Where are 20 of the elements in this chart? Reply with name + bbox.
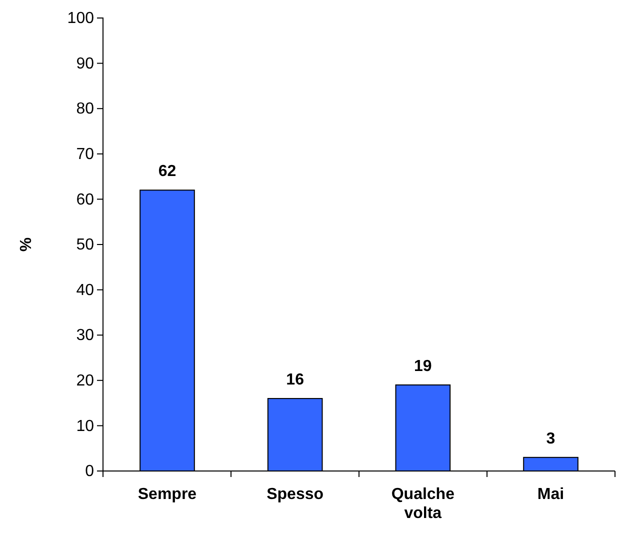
y-tick-label: 40 [76,282,94,299]
y-tick-label: 60 [76,191,94,208]
y-tick-label: 0 [85,463,94,480]
y-tick-label: 50 [76,236,94,254]
y-tick-label: 100 [67,10,94,28]
x-tick-label: Spesso [266,486,324,503]
y-tick-label: 80 [76,100,94,118]
y-tick-label: 90 [76,55,94,72]
y-tick-label: 30 [76,327,94,344]
y-tick-label: 20 [76,372,94,390]
data-label: 62 [158,163,176,180]
y-axis-title: % [18,237,35,252]
data-label: 16 [286,372,304,389]
data-label: 19 [414,358,432,375]
data-label: 3 [546,430,556,448]
x-tick-label: Mai [537,486,564,503]
x-tick-label: Sempre [138,486,197,503]
y-tick-label: 70 [76,146,94,164]
x-tick-label: Qualche volta [391,486,455,522]
y-tick-label: 10 [76,418,94,435]
